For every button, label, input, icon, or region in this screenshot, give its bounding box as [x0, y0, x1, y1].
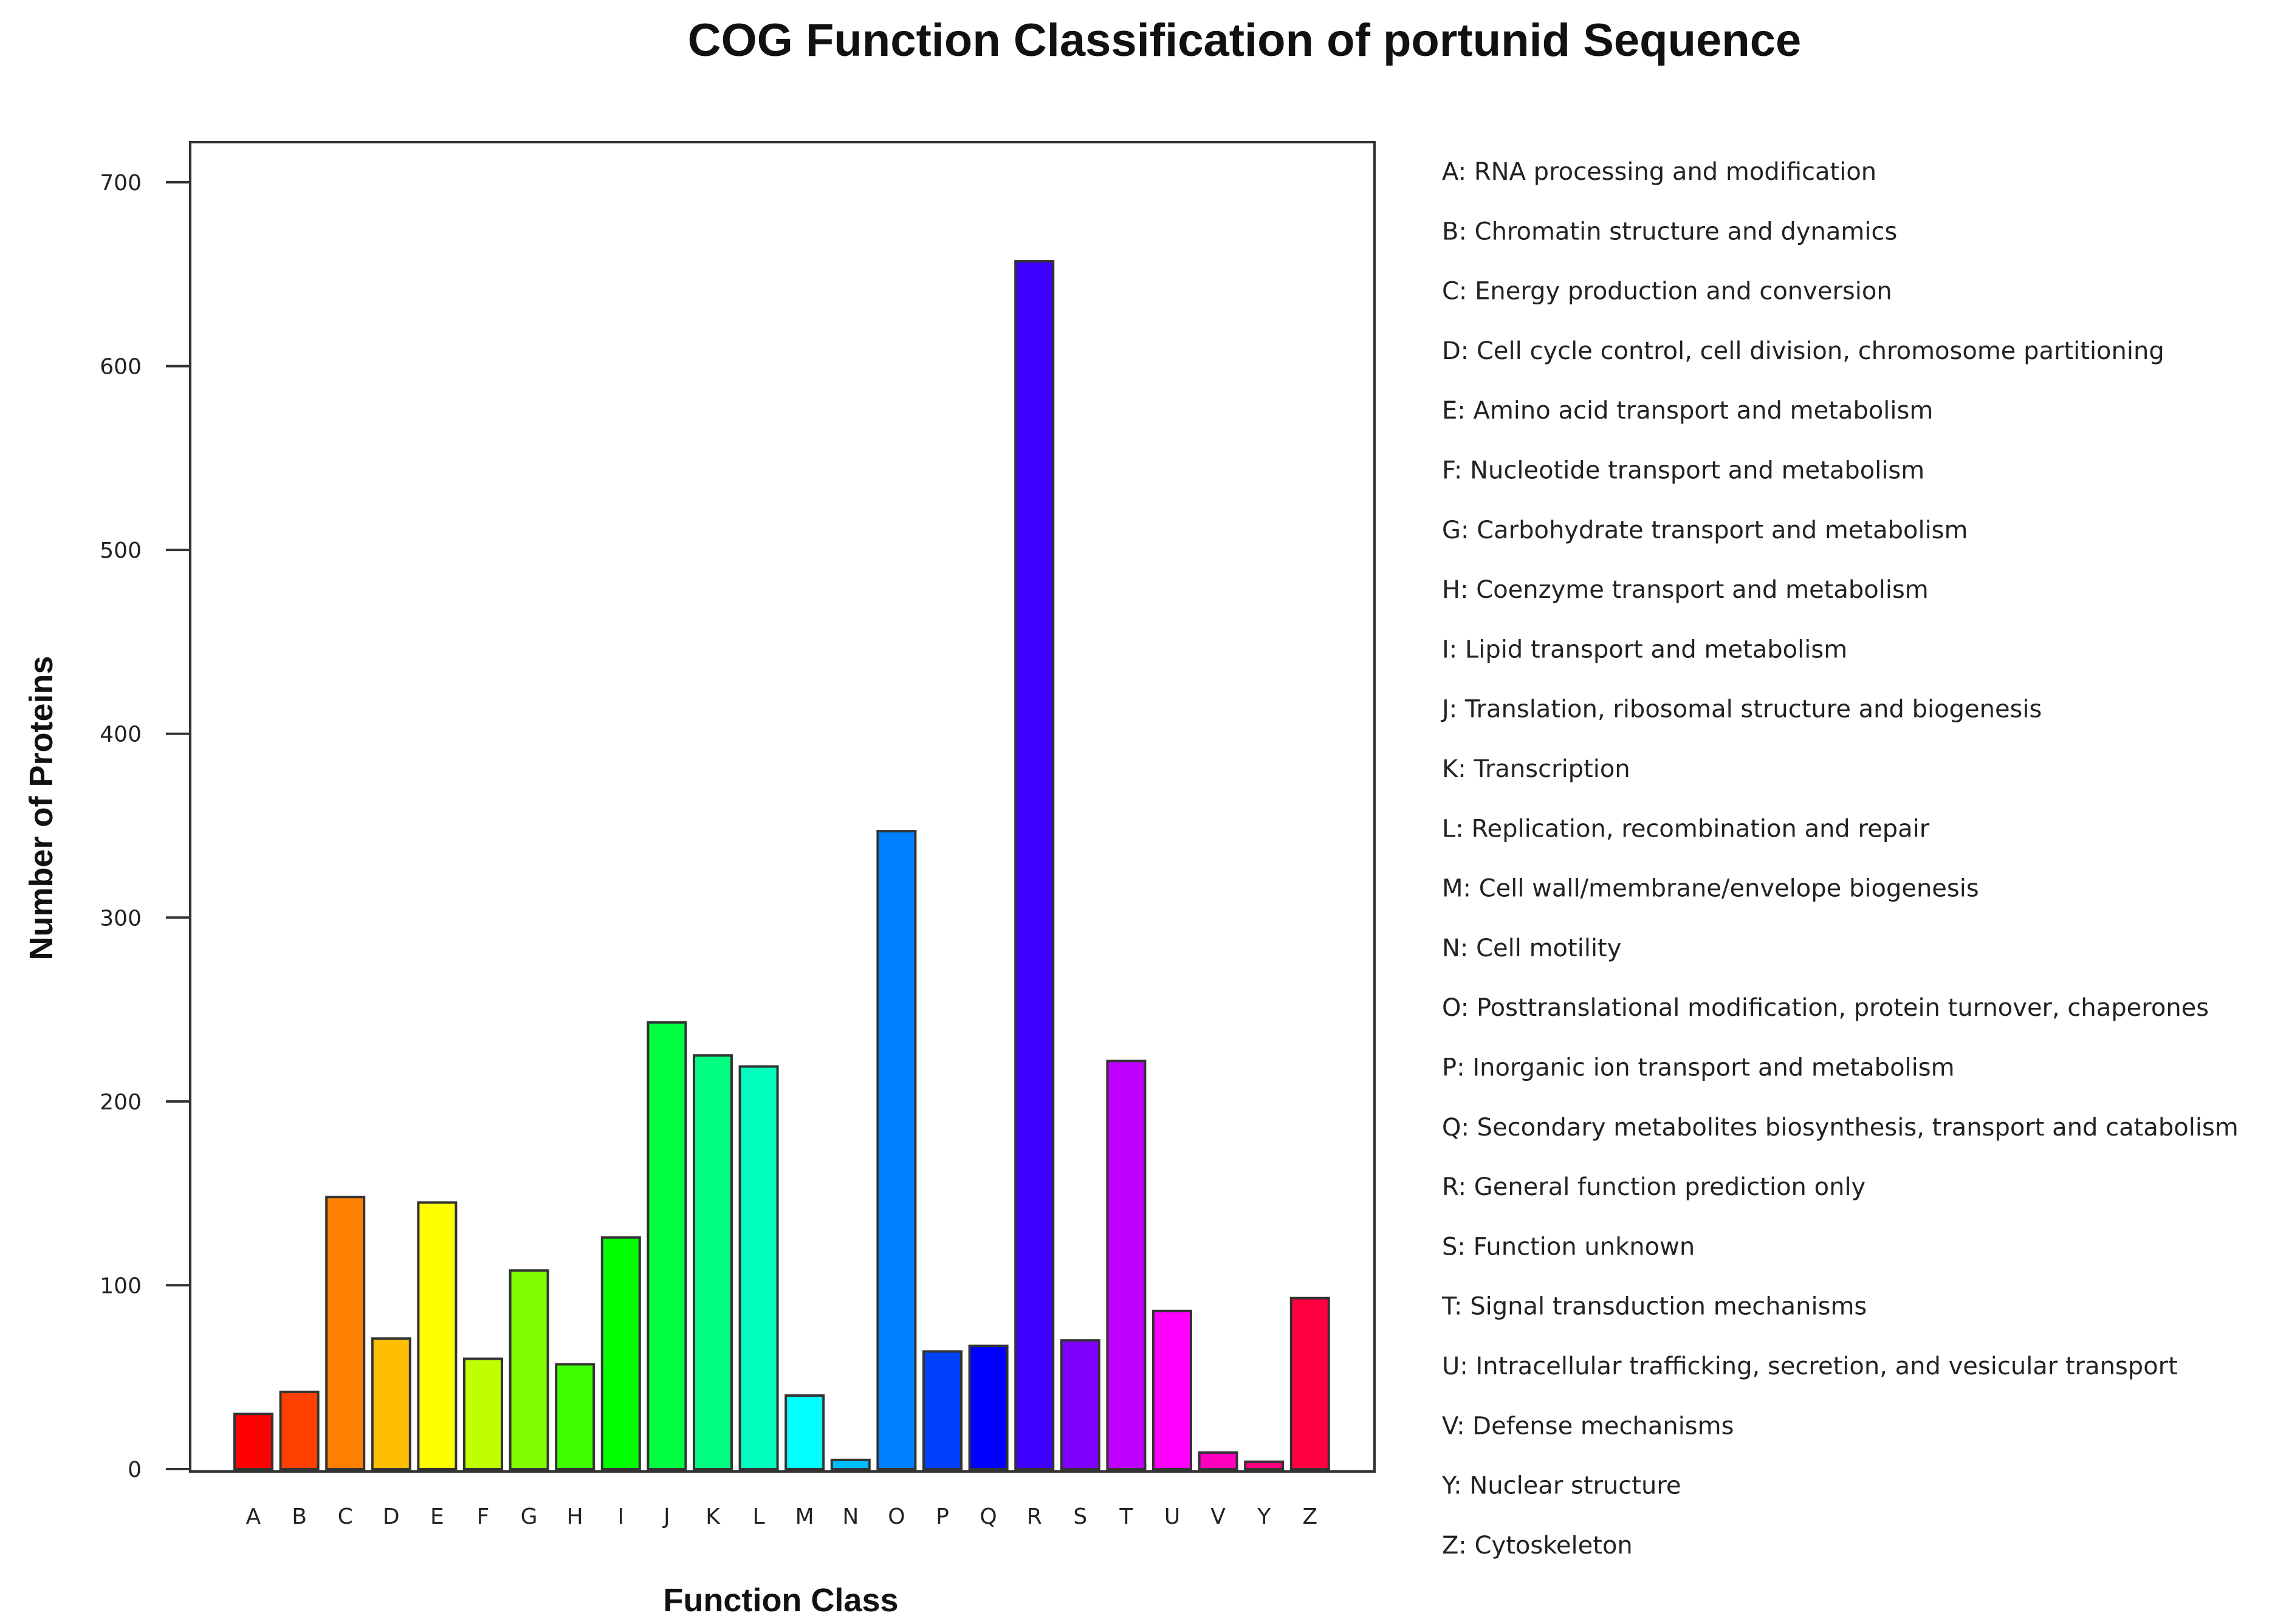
legend-item: D: Cell cycle control, cell division, ch…	[1442, 337, 2164, 365]
x-tick-label: H	[567, 1504, 583, 1529]
legend-item: B: Chromatin structure and dynamics	[1442, 218, 1897, 245]
bar-B	[279, 1390, 320, 1470]
x-tick-label: F	[477, 1504, 490, 1529]
x-tick-label: Z	[1302, 1504, 1317, 1529]
bar-O	[876, 830, 917, 1470]
bar-H	[555, 1363, 595, 1470]
x-tick-label: J	[662, 1504, 670, 1529]
bar-Z	[1289, 1297, 1330, 1471]
x-tick-label: C	[338, 1504, 353, 1529]
legend: A: RNA processing and modification B: Chr…	[1440, 158, 2239, 1560]
x-tick-label: O	[888, 1504, 905, 1529]
x-tick-label: B	[292, 1504, 307, 1529]
legend-item: I: Lipid transport and metabolism	[1442, 636, 1847, 663]
bar-V	[1198, 1451, 1238, 1471]
y-tick-label: 600	[100, 355, 142, 380]
legend-item: C: Energy production and conversion	[1442, 278, 1892, 306]
x-tick-label: Y	[1257, 1504, 1271, 1529]
x-tick-label: D	[383, 1504, 400, 1529]
y-axis: 0 100 200 300 400 500 600 700	[100, 171, 191, 1482]
y-tick-label: 0	[128, 1458, 142, 1482]
legend-item: K: Transcription	[1442, 755, 1630, 783]
bar-D	[371, 1337, 411, 1470]
bar-E	[417, 1201, 458, 1471]
x-tick-label: N	[842, 1504, 859, 1529]
legend-item: V: Defense mechanisms	[1442, 1412, 1734, 1440]
legend-item: Z: Cytoskeleton	[1442, 1532, 1633, 1560]
x-tick-label: R	[1027, 1504, 1042, 1529]
legend-item: N: Cell motility	[1442, 934, 1621, 962]
x-tick-label: K	[705, 1504, 721, 1529]
legend-item: F: Nucleotide transport and metabolism	[1442, 457, 1924, 485]
bar-L	[738, 1065, 779, 1470]
x-tick-label: U	[1164, 1504, 1180, 1529]
y-tick-label: 300	[100, 906, 142, 931]
legend-item: S: Function unknown	[1442, 1233, 1695, 1261]
legend-item: J: Translation, ribosomal structure and …	[1440, 696, 2042, 724]
legend-item: H: Coenzyme transport and metabolism	[1442, 576, 1929, 604]
bar-R	[1014, 260, 1055, 1471]
legend-item: U: Intracellular trafficking, secretion,…	[1442, 1352, 2178, 1380]
y-axis-title: Number of Proteins	[23, 656, 60, 960]
bar-P	[922, 1350, 963, 1470]
x-tick-label: T	[1119, 1504, 1133, 1529]
bars-group	[233, 260, 1330, 1471]
x-tick-label: S	[1073, 1504, 1087, 1529]
bar-A	[233, 1413, 273, 1470]
x-tick-label: M	[795, 1504, 814, 1529]
x-tick-label: G	[521, 1504, 538, 1529]
x-axis-title: Function Class	[663, 1582, 898, 1619]
bar-I	[600, 1236, 641, 1471]
y-tick-label: 200	[100, 1090, 142, 1115]
x-tick-label: V	[1210, 1504, 1226, 1529]
x-tick-label: Q	[980, 1504, 997, 1529]
y-tick-label: 400	[100, 722, 142, 747]
bar-Q	[968, 1345, 1009, 1471]
bar-C	[325, 1196, 366, 1470]
bar-M	[784, 1394, 825, 1470]
bar-F	[463, 1357, 503, 1470]
y-tick-label: 100	[100, 1273, 142, 1298]
x-tick-label: E	[430, 1504, 444, 1529]
x-tick-label: P	[936, 1504, 949, 1529]
legend-item: L: Replication, recombination and repair	[1442, 815, 1930, 843]
legend-item: G: Carbohydrate transport and metabolism	[1442, 516, 1968, 544]
chart-title: COG Function Classification of portunid …	[688, 15, 1802, 66]
bar-N	[830, 1458, 871, 1470]
x-tick-label: L	[753, 1504, 765, 1529]
legend-item: M: Cell wall/membrane/envelope biogenesi…	[1442, 875, 1979, 903]
legend-item: A: RNA processing and modification	[1442, 158, 1876, 186]
y-tick-label: 700	[100, 171, 142, 196]
bar-Y	[1244, 1460, 1285, 1470]
bar-U	[1152, 1309, 1192, 1471]
bar-S	[1060, 1339, 1100, 1470]
legend-item: O: Posttranslational modification, prote…	[1442, 994, 2209, 1022]
legend-item: Q: Secondary metabolites biosynthesis, t…	[1442, 1114, 2239, 1142]
plot-frame	[189, 141, 1376, 1473]
legend-item: P: Inorganic ion transport and metabolis…	[1442, 1054, 1955, 1082]
legend-item: E: Amino acid transport and metabolism	[1442, 397, 1933, 425]
bar-T	[1106, 1060, 1147, 1471]
legend-item: T: Signal transduction mechanisms	[1441, 1293, 1867, 1321]
y-tick-label: 500	[100, 538, 142, 563]
x-tick-label: I	[617, 1504, 624, 1529]
bar-J	[647, 1021, 687, 1471]
legend-item: R: General function prediction only	[1442, 1173, 1865, 1201]
x-tick-label: A	[246, 1504, 261, 1529]
bar-K	[693, 1054, 733, 1470]
legend-item: Y: Nuclear structure	[1441, 1472, 1681, 1500]
bar-G	[509, 1269, 549, 1470]
